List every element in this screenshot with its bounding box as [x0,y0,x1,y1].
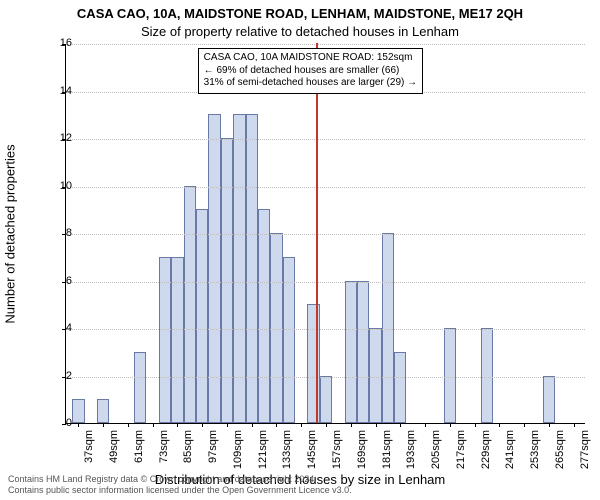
x-tick-mark [103,423,104,427]
y-axis-label: Number of detached properties [3,144,18,323]
footer-line2: Contains public sector information licen… [8,485,352,496]
y-tick-label: 12 [32,132,72,144]
histogram-bar [320,376,332,424]
x-tick-mark [376,423,377,427]
x-tick-mark [78,423,79,427]
y-tick-label: 0 [32,417,72,429]
y-tick-label: 10 [32,180,72,192]
chart-plot-area: CASA CAO, 10A MAIDSTONE ROAD: 152sqm ← 6… [65,44,585,424]
x-tick-mark [301,423,302,427]
annotation-line2: ← 69% of detached houses are smaller (66… [204,65,417,78]
gridline [66,282,585,283]
title-line2: Size of property relative to detached ho… [0,24,600,39]
histogram-bar [444,328,456,423]
y-tick-label: 8 [32,227,72,239]
x-tick-mark [524,423,525,427]
annotation-box: CASA CAO, 10A MAIDSTONE ROAD: 152sqm ← 6… [198,48,423,94]
y-tick-label: 4 [32,322,72,334]
gridline [66,377,585,378]
gridline [66,44,585,45]
x-tick-mark [276,423,277,427]
histogram-bar [258,209,270,423]
gridline [66,187,585,188]
annotation-line3: 31% of semi-detached houses are larger (… [204,77,417,90]
x-tick-mark [177,423,178,427]
x-tick-mark [549,423,550,427]
x-tick-mark [252,423,253,427]
reference-line [316,43,318,423]
histogram-bar [543,376,555,424]
x-tick-mark [400,423,401,427]
histogram-bar [196,209,208,423]
histogram-bar [184,186,196,424]
histogram-bar [369,328,381,423]
x-tick-mark [574,423,575,427]
gridline [66,139,585,140]
x-tick-mark [499,423,500,427]
histogram-bar [481,328,493,423]
histogram-bar [345,281,357,424]
y-tick-label: 16 [32,37,72,49]
histogram-bar [307,304,319,423]
histogram-bar [394,352,406,423]
y-tick-label: 2 [32,370,72,382]
footer-attribution: Contains HM Land Registry data © Crown c… [8,474,352,496]
x-tick-mark [153,423,154,427]
gridline [66,234,585,235]
x-tick-mark [450,423,451,427]
footer-line1: Contains HM Land Registry data © Crown c… [8,474,352,485]
x-tick-mark [425,423,426,427]
histogram-bar [270,233,282,423]
y-tick-label: 14 [32,85,72,97]
title-line1: CASA CAO, 10A, MAIDSTONE ROAD, LENHAM, M… [0,6,600,21]
histogram-bar [134,352,146,423]
histogram-bar [357,281,369,424]
x-tick-mark [351,423,352,427]
histogram-bar [72,399,84,423]
x-tick-mark [475,423,476,427]
gridline [66,329,585,330]
histogram-bar [221,138,233,423]
x-tick-mark [202,423,203,427]
histogram-bar [382,233,394,423]
histogram-bar [97,399,109,423]
x-tick-mark [128,423,129,427]
annotation-line1: CASA CAO, 10A MAIDSTONE ROAD: 152sqm [204,52,417,65]
y-tick-label: 6 [32,275,72,287]
x-tick-mark [227,423,228,427]
x-tick-mark [326,423,327,427]
